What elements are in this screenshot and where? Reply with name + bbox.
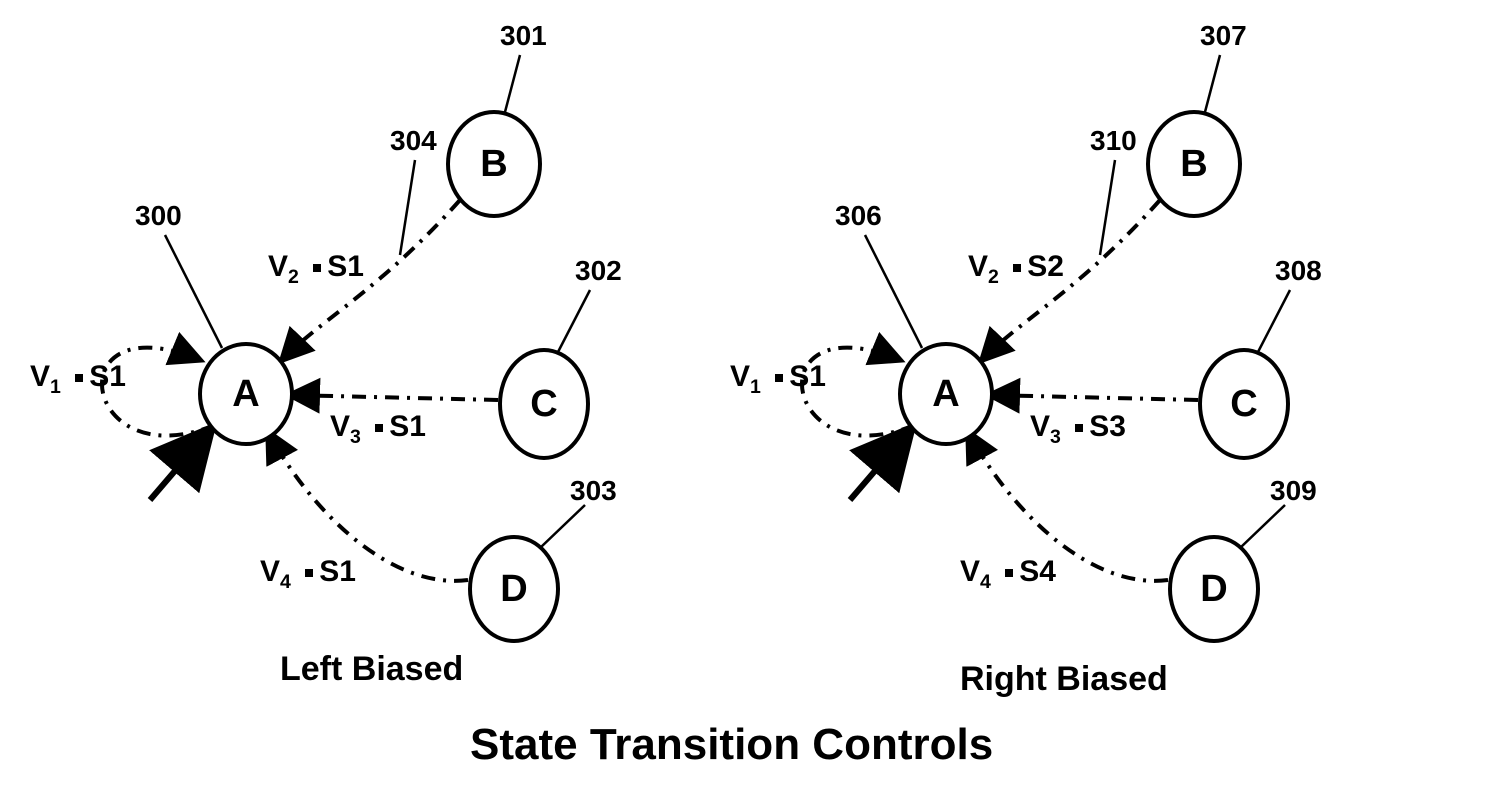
node-left-D: D [468,535,560,643]
node-label: D [1200,568,1227,611]
ref-310: 310 [1090,125,1137,157]
edge-label-left-DA: V4 S1 [260,555,356,594]
node-right-B: B [1146,110,1242,218]
leader-304 [400,160,415,255]
leader-307 [1205,55,1220,112]
dot-icon [313,264,321,272]
diagram-container: A B C D 300 301 302 303 304 V1 S1 V2 S1 … [0,0,1496,811]
ref-304: 304 [390,125,437,157]
page-title: State Transition Controls [470,720,993,770]
node-label: D [500,568,527,611]
edge-label-right-self: V1 S1 [730,360,826,399]
dot-icon [305,569,313,577]
leader-300 [165,235,222,348]
ref-307: 307 [1200,20,1247,52]
dot-icon [75,374,83,382]
leader-310 [1100,160,1115,255]
ref-302: 302 [575,255,622,287]
node-right-C: C [1198,348,1290,460]
node-left-A: A [198,342,294,446]
ref-303: 303 [570,475,617,507]
dot-icon [1075,424,1083,432]
node-right-A: A [898,342,994,446]
leader-306 [865,235,922,348]
node-left-C: C [498,348,590,460]
ref-301: 301 [500,20,547,52]
node-label: C [530,383,557,426]
dot-icon [1013,264,1021,272]
edge-label-right-CA: V3 S3 [1030,410,1126,449]
leader-308 [1258,290,1290,352]
dot-icon [775,374,783,382]
node-label: A [932,373,959,416]
leader-303 [540,505,585,548]
node-left-B: B [446,110,542,218]
subtitle-left: Left Biased [280,650,463,689]
node-label: A [232,373,259,416]
edge-right-CA [990,395,1198,400]
edge-label-left-CA: V3 S1 [330,410,426,449]
initial-arrow-left [150,430,210,500]
ref-306: 306 [835,200,882,232]
edge-label-left-self: V1 S1 [30,360,126,399]
edge-label-right-DA: V4 S4 [960,555,1056,594]
leader-301 [505,55,520,112]
dot-icon [375,424,383,432]
node-label: B [1180,143,1207,186]
initial-arrow-right [850,430,910,500]
ref-300: 300 [135,200,182,232]
edge-label-left-BA: V2 S1 [268,250,364,289]
subtitle-right: Right Biased [960,660,1168,699]
leader-302 [558,290,590,352]
node-label: C [1230,383,1257,426]
ref-309: 309 [1270,475,1317,507]
node-right-D: D [1168,535,1260,643]
edge-left-CA [290,395,498,400]
ref-308: 308 [1275,255,1322,287]
leader-309 [1240,505,1285,548]
dot-icon [1005,569,1013,577]
edge-label-right-BA: V2 S2 [968,250,1064,289]
node-label: B [480,143,507,186]
